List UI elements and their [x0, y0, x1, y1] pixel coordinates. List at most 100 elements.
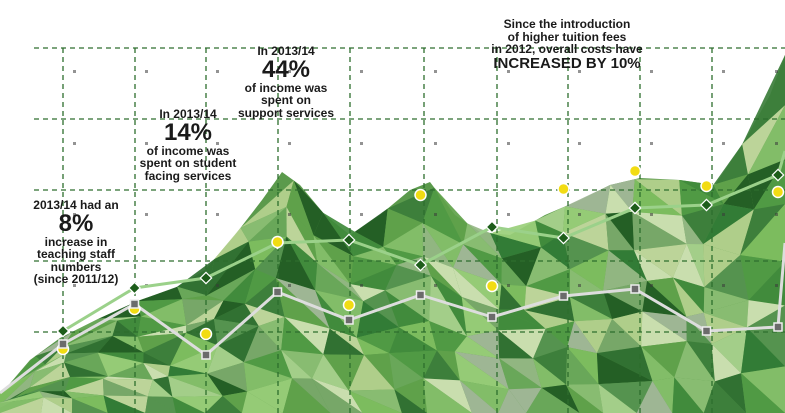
terrain-facet [323, 212, 355, 257]
annotation-student-services-line4: facing services [144, 168, 232, 183]
terrain-facet [535, 220, 563, 248]
terrain-facet [137, 316, 187, 337]
terrain-facet [596, 353, 653, 385]
terrain-facet [429, 321, 467, 352]
terrain-facet [329, 328, 365, 355]
annotation-teaching-staff: 2013/14 had an 8% increase in teaching s… [20, 199, 132, 286]
terrain-facet [168, 365, 208, 377]
terrain-facet [501, 284, 527, 311]
grid-dot [216, 70, 219, 73]
terrain-facet [498, 389, 527, 413]
terrain-facet [315, 262, 364, 302]
terrain-facet [565, 384, 604, 413]
terrain-facet [64, 378, 104, 396]
terrain-facet [526, 247, 570, 287]
terrain-facet [423, 256, 462, 298]
terrain-facet [243, 362, 293, 392]
terrain-facet [499, 358, 542, 390]
terrain-facet [423, 378, 472, 413]
terrain-facet [258, 317, 285, 351]
terrain-facet [350, 256, 397, 285]
terrain-facet [143, 332, 186, 366]
terrain-facet [741, 373, 785, 413]
terrain-facet [137, 286, 183, 302]
annotation-support-services-figure: 44% [261, 55, 311, 83]
terrain-facet [364, 353, 395, 390]
grid-dot [507, 213, 510, 216]
terrain-facet [508, 387, 542, 413]
grid-dot [216, 284, 219, 287]
terrain-facet [430, 275, 467, 337]
terrain-facet [71, 398, 108, 413]
terrain-facet [103, 395, 146, 413]
terrain-facet [704, 255, 749, 301]
terrain-facet [385, 265, 431, 291]
terrain-facet [170, 332, 218, 366]
grid-dot [722, 142, 725, 145]
grid-dot [360, 70, 363, 73]
terrain-facet [596, 319, 642, 354]
terrain-facet [207, 362, 248, 392]
grid-dot [578, 142, 581, 145]
terrain-facet [524, 297, 575, 322]
grid-dot [507, 284, 510, 287]
grid-dot [434, 142, 437, 145]
terrain-facet [562, 206, 606, 233]
terrain-facet [598, 384, 637, 413]
terrain-facet [703, 287, 749, 313]
grid-dot [775, 284, 778, 287]
terrain-facet [350, 284, 386, 302]
terrain-facet [499, 309, 546, 329]
terrain-facet [217, 326, 259, 363]
terrain-facet [569, 250, 609, 291]
terrain-facet [172, 397, 206, 413]
terrain-facet [240, 180, 294, 228]
terrain-facet [641, 341, 687, 378]
terrain-facet [714, 373, 747, 413]
annotation-student-services-line3: spent on student [139, 156, 237, 171]
terrain-facet [286, 206, 318, 263]
terrain-facet [281, 350, 324, 379]
terrain-facet [97, 352, 144, 363]
terrain-facet [746, 305, 785, 367]
green-series-marker [199, 271, 213, 285]
annotation-student-services-line2: of income was [146, 143, 230, 158]
terrain-facet [293, 180, 324, 236]
terrain-facet [34, 353, 67, 372]
green-series-marker [342, 233, 356, 247]
grid-dot [650, 70, 653, 73]
terrain-facet [213, 303, 259, 327]
terrain-facet [206, 241, 256, 296]
grid-dot [434, 284, 437, 287]
grid-dot [73, 284, 76, 287]
terrain-facet [454, 351, 509, 390]
grid-dot [73, 70, 76, 73]
grid-dots [73, 70, 778, 287]
terrain-facet [140, 299, 187, 326]
grid-dot [288, 70, 291, 73]
terrain-facet [147, 396, 176, 413]
terrain-facet [434, 187, 468, 245]
yellow-point-marker [628, 164, 642, 178]
annotation-overall-costs-line3: in 2012, overall costs have [491, 42, 643, 57]
terrain-facet [545, 321, 575, 348]
terrain-facet [746, 300, 785, 328]
terrain-facet [72, 395, 108, 413]
annotation-student-services: In 2013/14 14% of income was spent on st… [128, 108, 248, 182]
grid-dot [507, 142, 510, 145]
terrain-facet [647, 277, 687, 317]
terrain-facet [634, 243, 687, 278]
terrain-facet [466, 330, 500, 359]
terrain-facet [247, 378, 293, 413]
series-markers [56, 164, 785, 360]
terrain-facet [453, 244, 502, 285]
terrain-facet [742, 55, 785, 145]
terrain-facet [454, 336, 500, 359]
grid-dot [288, 142, 291, 145]
terrain-facet [172, 395, 223, 413]
terrain-facet [64, 376, 103, 392]
terrain-facet [356, 301, 399, 338]
terrain-facet [313, 212, 354, 257]
terrain-facet [112, 336, 144, 353]
terrain-facet [25, 376, 71, 395]
